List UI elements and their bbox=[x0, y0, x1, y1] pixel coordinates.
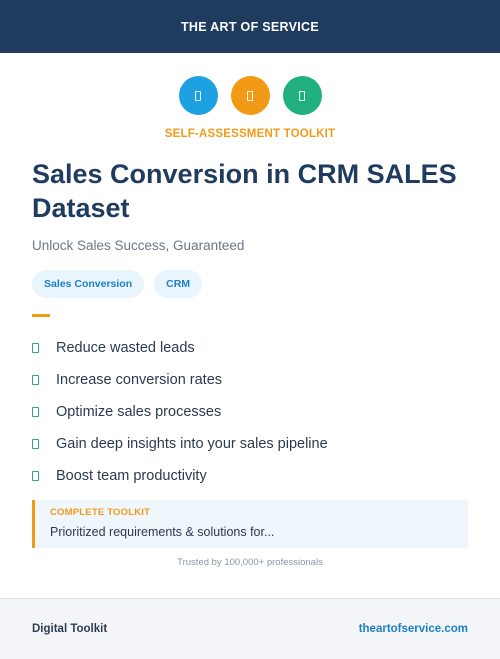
list-item: Boost team productivity bbox=[32, 460, 472, 492]
callout-label: COMPLETE TOOLKIT bbox=[50, 507, 151, 518]
website-link[interactable]: theartofservice.com bbox=[358, 623, 468, 635]
check-icon bbox=[32, 343, 39, 353]
footer: Digital Toolkit theartofservice.com bbox=[0, 598, 500, 659]
benefit-text: Gain deep insights into your sales pipel… bbox=[56, 436, 328, 452]
benefit-text: Increase conversion rates bbox=[56, 372, 223, 388]
brand-header: THE ART OF SERVICE bbox=[0, 0, 500, 53]
list-item: Gain deep insights into your sales pipel… bbox=[32, 428, 472, 460]
page-title: Sales Conversion in CRM SALES Dataset bbox=[32, 159, 457, 223]
check-icon bbox=[32, 439, 39, 449]
check-icon bbox=[32, 407, 39, 417]
check-icon bbox=[32, 375, 39, 385]
document-icon bbox=[178, 76, 218, 115]
icon-row bbox=[0, 76, 500, 115]
benefit-text: Optimize sales processes bbox=[56, 404, 222, 420]
list-item: Optimize sales processes bbox=[32, 396, 472, 428]
tag-crm[interactable]: CRM bbox=[154, 270, 203, 298]
clipboard-icon bbox=[230, 76, 270, 115]
list-item: Increase conversion rates bbox=[32, 364, 472, 396]
benefit-text: Reduce wasted leads bbox=[56, 340, 195, 356]
toolkit-callout: COMPLETE TOOLKIT Prioritized requirement… bbox=[32, 500, 468, 548]
footer-label: Digital Toolkit bbox=[32, 623, 108, 635]
callout-text: Prioritized requirements & solutions for… bbox=[50, 525, 275, 539]
benefit-text: Boost team productivity bbox=[56, 468, 207, 484]
brand-name: THE ART OF SERVICE bbox=[180, 19, 320, 34]
tag-list: Sales Conversion CRM bbox=[32, 270, 203, 298]
toolkit-kicker: SELF-ASSESSMENT TOOLKIT bbox=[164, 128, 336, 140]
check-icon bbox=[32, 471, 39, 481]
subtitle: Unlock Sales Success, Guaranteed bbox=[32, 238, 245, 253]
benefit-list: Reduce wasted leads Increase conversion … bbox=[32, 332, 472, 492]
tag-sales-conversion[interactable]: Sales Conversion bbox=[32, 270, 145, 298]
trust-note: Trusted by 100,000+ professionals bbox=[177, 557, 323, 568]
list-item: Reduce wasted leads bbox=[32, 332, 472, 364]
accent-divider bbox=[32, 314, 50, 317]
checklist-icon bbox=[282, 76, 322, 115]
